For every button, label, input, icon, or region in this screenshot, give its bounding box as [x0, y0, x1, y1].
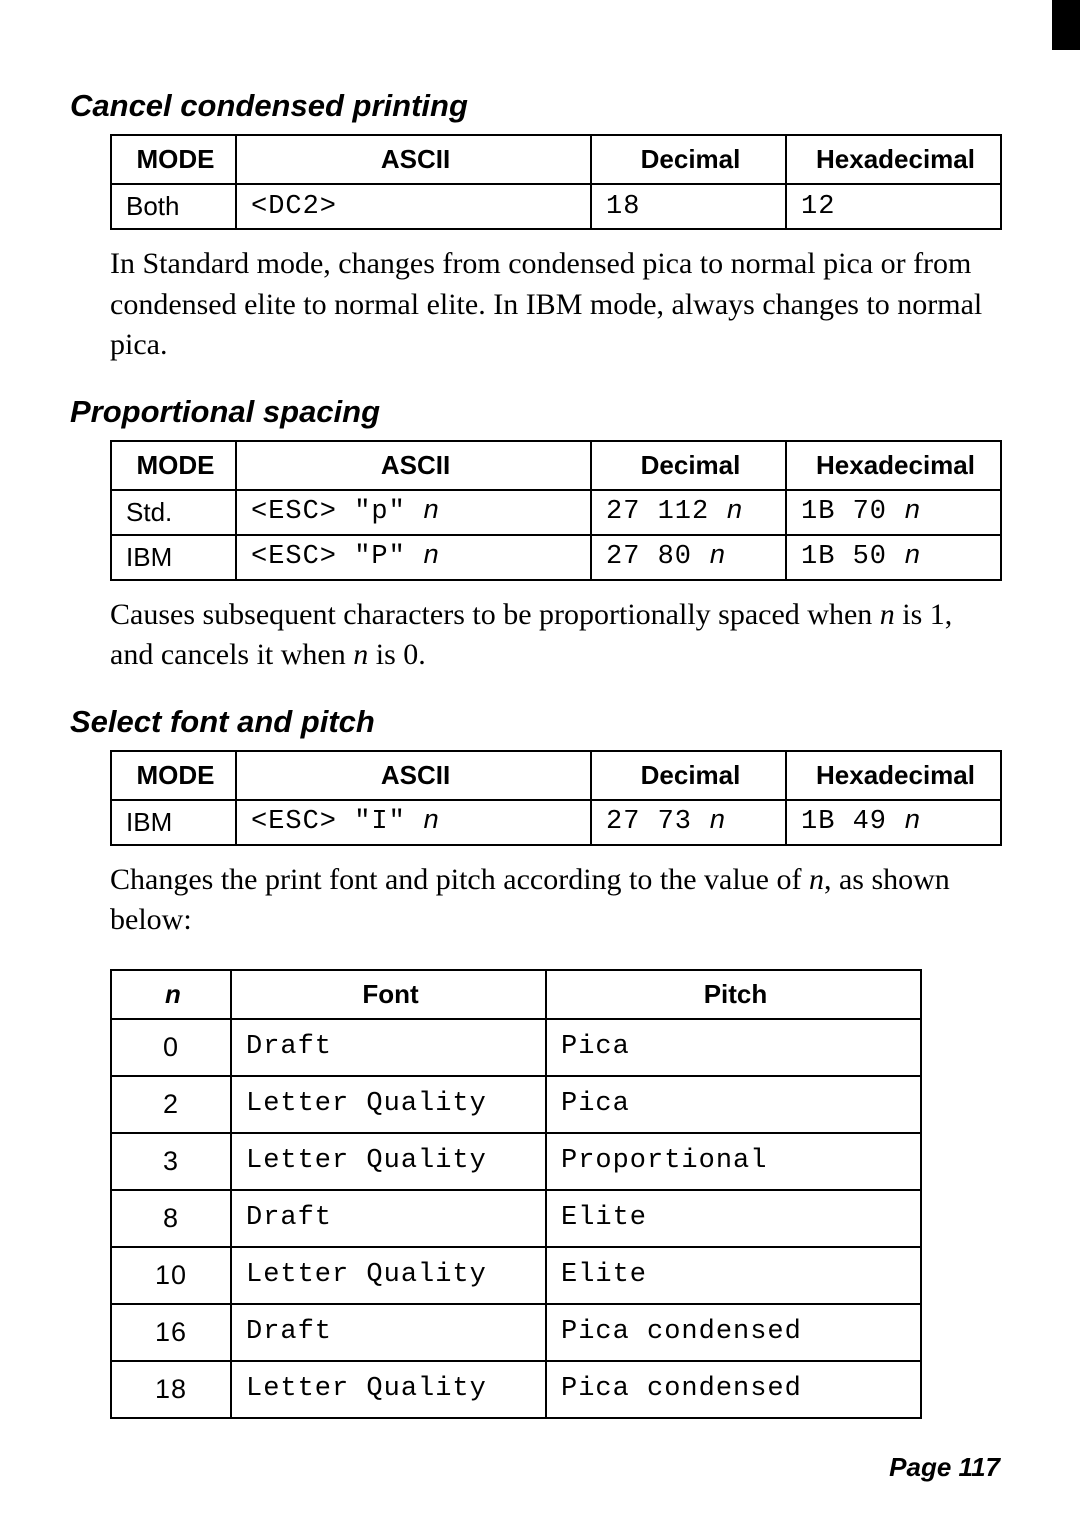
col-n: n: [111, 970, 231, 1019]
page-edge-tab: [1052, 0, 1080, 50]
desc-proportional: Causes subsequent characters to be propo…: [110, 595, 990, 676]
table-row: 8 Draft Elite: [111, 1190, 921, 1247]
col-ascii: ASCII: [236, 751, 591, 800]
cell-n: 0: [111, 1019, 231, 1076]
desc-cancel-condensed: In Standard mode, changes from condensed…: [110, 244, 990, 366]
table-row: Both <DC2> 18 12: [111, 184, 1001, 229]
col-hex: Hexadecimal: [786, 751, 1001, 800]
cell-pitch: Pica: [546, 1076, 921, 1133]
cell-n: 16: [111, 1304, 231, 1361]
cell-pitch: Proportional: [546, 1133, 921, 1190]
cell-font: Draft: [231, 1190, 546, 1247]
table-row: Std. <ESC> "p" n 27 112 n 1B 70 n: [111, 490, 1001, 535]
cell-dec: 18: [591, 184, 786, 229]
table-row: 10 Letter Quality Elite: [111, 1247, 921, 1304]
cell-ascii: <ESC> "p" n: [236, 490, 591, 535]
cell-font: Draft: [231, 1304, 546, 1361]
table-row: IBM <ESC> "I" n 27 73 n 1B 49 n: [111, 800, 1001, 845]
cell-mode: Both: [111, 184, 236, 229]
cell-dec: 27 112 n: [591, 490, 786, 535]
cell-n: 18: [111, 1361, 231, 1418]
cell-pitch: Pica: [546, 1019, 921, 1076]
col-ascii: ASCII: [236, 441, 591, 490]
cell-pitch: Elite: [546, 1190, 921, 1247]
cell-pitch: Elite: [546, 1247, 921, 1304]
col-mode: MODE: [111, 441, 236, 490]
col-font: Font: [231, 970, 546, 1019]
table-row: 2 Letter Quality Pica: [111, 1076, 921, 1133]
col-ascii: ASCII: [236, 135, 591, 184]
heading-select-font: Select font and pitch: [70, 704, 1010, 740]
heading-cancel-condensed: Cancel condensed printing: [70, 88, 1010, 124]
table-cancel-condensed: MODE ASCII Decimal Hexadecimal Both <DC2…: [110, 134, 1002, 230]
cell-ascii: <DC2>: [236, 184, 591, 229]
cell-dec: 27 80 n: [591, 535, 786, 580]
table-row: 16 Draft Pica condensed: [111, 1304, 921, 1361]
cell-n: 8: [111, 1190, 231, 1247]
cell-font: Letter Quality: [231, 1361, 546, 1418]
cell-ascii: <ESC> "I" n: [236, 800, 591, 845]
cell-n: 3: [111, 1133, 231, 1190]
cell-font: Letter Quality: [231, 1076, 546, 1133]
table-row: 3 Letter Quality Proportional: [111, 1133, 921, 1190]
cell-hex: 1B 49 n: [786, 800, 1001, 845]
page-number: Page 117: [889, 1452, 1000, 1483]
cell-n: 10: [111, 1247, 231, 1304]
cell-font: Letter Quality: [231, 1133, 546, 1190]
col-hex: Hexadecimal: [786, 135, 1001, 184]
table-font-pitch: n Font Pitch 0 Draft Pica 2 Letter Quali…: [110, 969, 922, 1419]
heading-proportional: Proportional spacing: [70, 394, 1010, 430]
col-pitch: Pitch: [546, 970, 921, 1019]
desc-select-font: Changes the print font and pitch accordi…: [110, 860, 990, 941]
cell-pitch: Pica condensed: [546, 1304, 921, 1361]
table-row: 18 Letter Quality Pica condensed: [111, 1361, 921, 1418]
table-select-font: MODE ASCII Decimal Hexadecimal IBM <ESC>…: [110, 750, 1002, 846]
cell-dec: 27 73 n: [591, 800, 786, 845]
col-decimal: Decimal: [591, 441, 786, 490]
col-hex: Hexadecimal: [786, 441, 1001, 490]
cell-font: Draft: [231, 1019, 546, 1076]
cell-mode: IBM: [111, 535, 236, 580]
cell-mode: IBM: [111, 800, 236, 845]
cell-hex: 1B 70 n: [786, 490, 1001, 535]
cell-n: 2: [111, 1076, 231, 1133]
cell-ascii: <ESC> "P" n: [236, 535, 591, 580]
cell-mode: Std.: [111, 490, 236, 535]
table-row: IBM <ESC> "P" n 27 80 n 1B 50 n: [111, 535, 1001, 580]
cell-font: Letter Quality: [231, 1247, 546, 1304]
col-mode: MODE: [111, 135, 236, 184]
cell-hex: 1B 50 n: [786, 535, 1001, 580]
table-row: 0 Draft Pica: [111, 1019, 921, 1076]
cell-hex: 12: [786, 184, 1001, 229]
cell-pitch: Pica condensed: [546, 1361, 921, 1418]
table-proportional: MODE ASCII Decimal Hexadecimal Std. <ESC…: [110, 440, 1002, 581]
col-decimal: Decimal: [591, 135, 786, 184]
col-mode: MODE: [111, 751, 236, 800]
col-decimal: Decimal: [591, 751, 786, 800]
